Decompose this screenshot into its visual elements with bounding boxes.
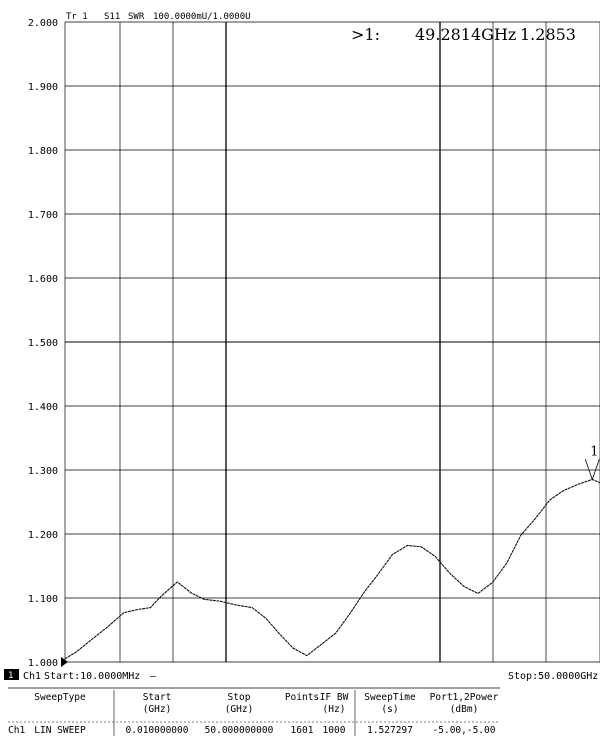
y-tick-label: 1.400 [28, 402, 58, 413]
y-tick-label: 1.600 [28, 274, 58, 285]
table-header: Stop [228, 692, 251, 703]
channel-label: Ch1 [23, 671, 41, 682]
marker-readout-frequency: 49.2814GHz [415, 25, 516, 44]
table-cell: LIN SWEEP [34, 725, 86, 736]
grid [64, 21, 600, 663]
format-label[interactable]: SWR [128, 12, 145, 22]
table-cell: 0.010000000 [126, 725, 189, 736]
marker-readout-prefix: >1: [351, 25, 380, 44]
marker-triangle-icon [584, 459, 600, 481]
y-tick-labels: 2.000 1.900 1.800 1.700 1.600 1.500 1.400 1.300… [28, 18, 58, 669]
trace-label[interactable]: Tr 1 [66, 12, 88, 22]
y-tick-label: 1.000 [28, 658, 58, 669]
y-tick-label: 2.000 [28, 18, 58, 29]
y-tick-label: 1.900 [28, 82, 58, 93]
swr-trace [64, 478, 600, 660]
y-tick-label: 1.100 [28, 594, 58, 605]
table-header: SweepTime [364, 692, 416, 703]
measurement-label[interactable]: S11 [104, 12, 120, 22]
reference-level-arrow-icon [61, 657, 68, 667]
channel-badge-number: 1 [8, 671, 13, 681]
trace-layer [64, 478, 600, 660]
marker-1[interactable]: 1 [584, 444, 600, 481]
table-cell: 1000 [323, 725, 346, 736]
start-suffix: — [150, 671, 157, 682]
table-cell: 1.527297 [367, 725, 413, 736]
y-tick-label: 1.700 [28, 210, 58, 221]
scale-ref-label[interactable]: 100.0000mU/1.0000U [153, 12, 251, 22]
y-tick-label: 1.800 [28, 146, 58, 157]
marker-readout-value: 1.2853 [520, 25, 576, 44]
y-tick-label: 1.500 [28, 338, 58, 349]
table-cell: 50.000000000 [205, 725, 274, 736]
table-header: Points [285, 692, 319, 703]
table-header-unit: (Hz) [323, 704, 346, 715]
table-header-unit: (GHz) [225, 704, 254, 715]
table-header-unit: (dBm) [450, 704, 479, 715]
table-cell: -5.00,-5.00 [433, 725, 496, 736]
table-header-unit: (s) [381, 704, 398, 715]
table-header: Port1,2Power [430, 692, 499, 703]
table-header-unit: (GHz) [143, 704, 172, 715]
y-tick-label: 1.300 [28, 466, 58, 477]
y-tick-label: 1.200 [28, 530, 58, 541]
start-frequency-label[interactable]: Start:10.0000MHz [44, 671, 140, 682]
marker-number-label: 1 [590, 444, 598, 459]
table-header: IF BW [320, 692, 349, 703]
stop-frequency-label[interactable]: Stop:50.0000GHz [508, 671, 598, 682]
table-header: SweepType [34, 692, 86, 703]
table-cell: 1601 [291, 725, 314, 736]
table-row-label: Ch1 [8, 725, 25, 736]
table-header: Start [143, 692, 172, 703]
channel-badge[interactable] [4, 669, 19, 680]
